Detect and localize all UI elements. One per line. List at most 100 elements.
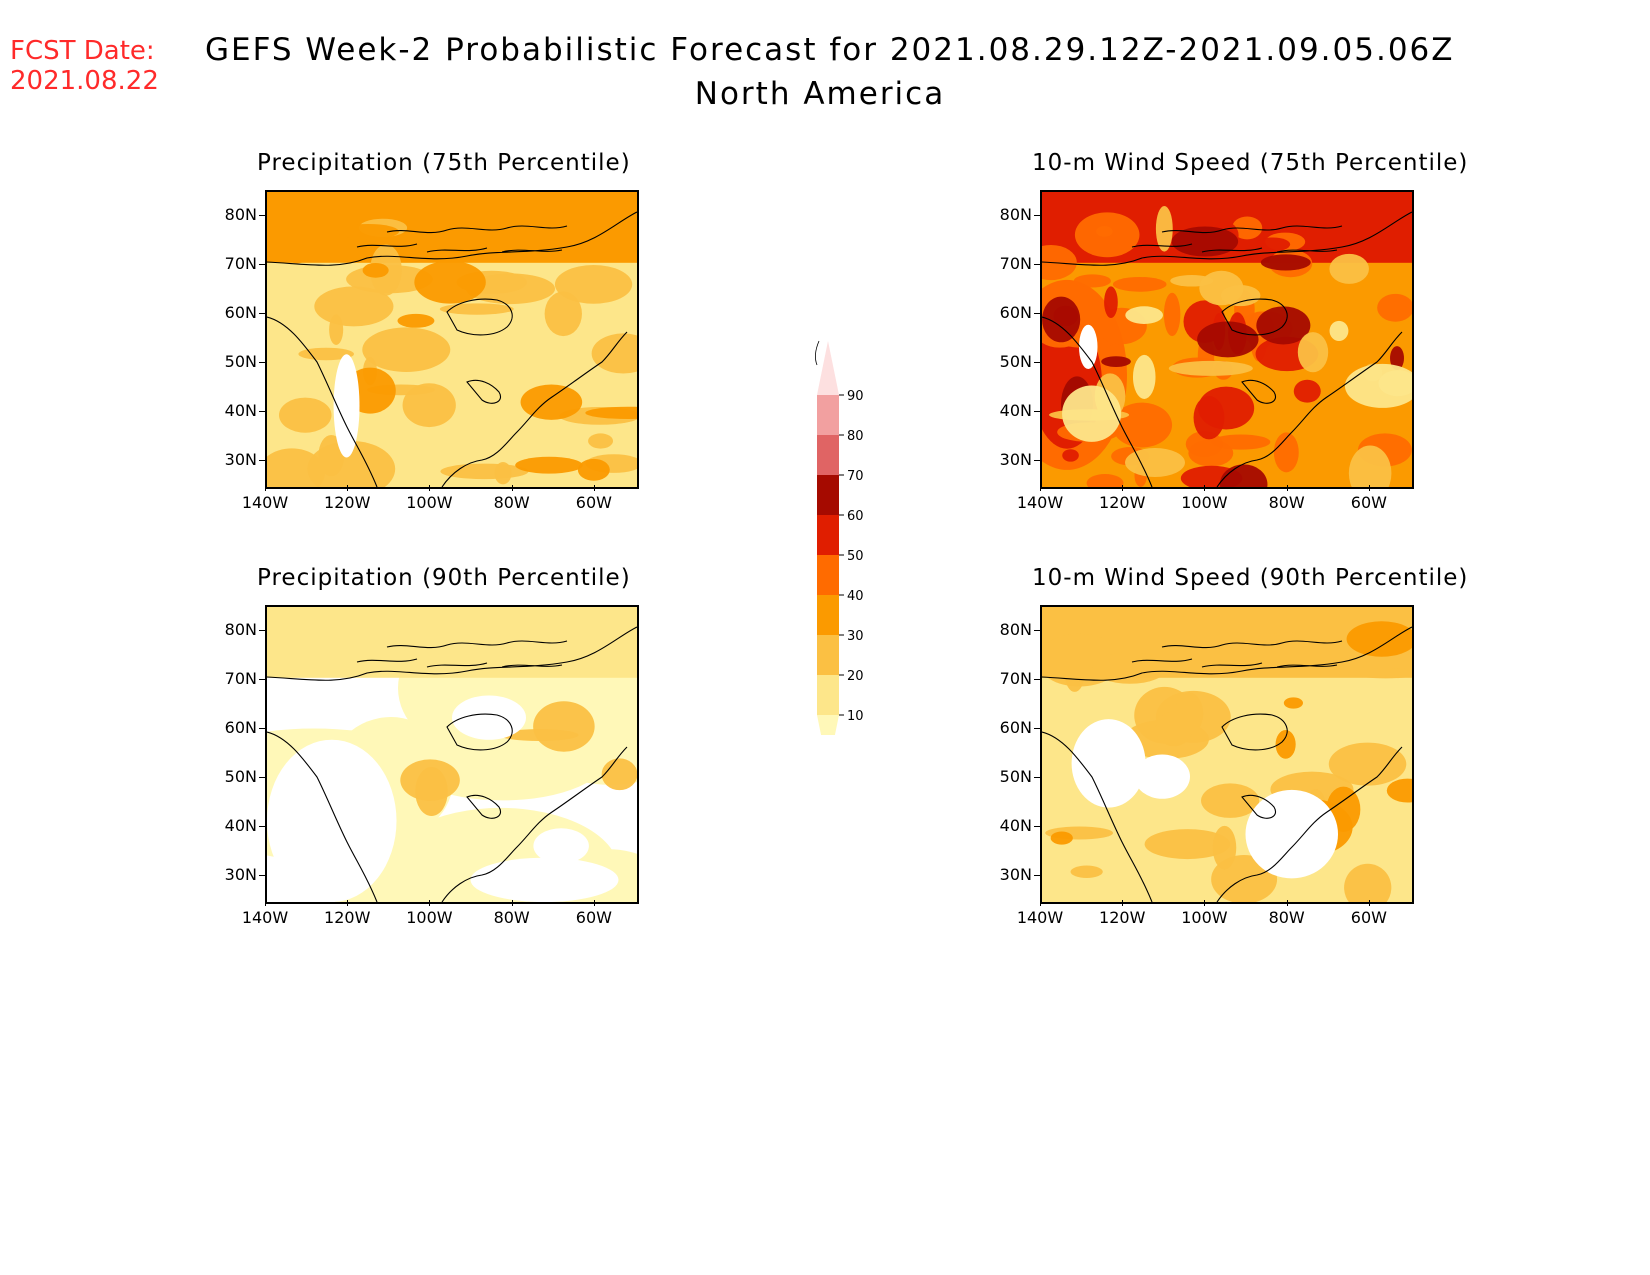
field-arctic-band (267, 192, 637, 263)
y-tick-label: 30N (224, 450, 257, 470)
y-tick-label: 70N (999, 253, 1032, 273)
field-patch (1086, 473, 1124, 487)
x-tick-label: 120W (324, 493, 371, 512)
y-tick (1034, 875, 1040, 877)
x-tick-label: 100W (1181, 908, 1228, 927)
field-patch (1163, 292, 1181, 337)
x-tick (593, 900, 595, 906)
colorbar-label: 60 (847, 509, 864, 524)
y-tick (1034, 263, 1040, 265)
field-patch (1042, 296, 1081, 343)
y-tick (1034, 362, 1040, 364)
x-tick (511, 900, 513, 906)
field-patch (1260, 254, 1311, 271)
field-patch (1283, 697, 1303, 709)
panel-title-wind-75: 10-m Wind Speed (75th Percentile) (1032, 150, 1469, 176)
field-patch (520, 384, 583, 420)
field-patch (329, 314, 344, 345)
field-patch (1096, 226, 1113, 237)
map-precip-75 (265, 190, 639, 489)
y-tick-label: 60N (999, 302, 1032, 322)
colorbar-swatch (817, 635, 839, 675)
field-patch (544, 291, 582, 337)
y-tick-label: 50N (224, 352, 257, 372)
field-patch (1198, 386, 1255, 430)
x-tick (1368, 485, 1370, 491)
field-patch (1328, 742, 1407, 786)
field-patch (1132, 354, 1156, 399)
field-patch (591, 333, 637, 374)
field-patch (577, 458, 610, 481)
y-tick-label: 80N (999, 204, 1032, 224)
field-patch (1134, 754, 1190, 799)
coastline (267, 211, 637, 487)
y-tick-label: 40N (999, 816, 1032, 836)
field-patch (1212, 825, 1237, 870)
colorbar-swatch (817, 675, 839, 715)
colorbar-swatch (817, 715, 839, 735)
field-patch (439, 303, 514, 315)
field-patch (1073, 274, 1111, 288)
field-patch (267, 739, 397, 902)
field-patch (1329, 320, 1349, 341)
x-tick-label: 100W (406, 908, 453, 927)
colorbar-label: 50 (847, 549, 864, 564)
panel-title-wind-90: 10-m Wind Speed (90th Percentile) (1032, 565, 1469, 591)
field-patch (1348, 445, 1392, 487)
forecast-date: FCST Date: 2021.08.22 (10, 36, 159, 96)
y-tick-label: 30N (999, 865, 1032, 885)
y-tick-label: 60N (224, 717, 257, 737)
x-tick-label: 120W (1099, 908, 1146, 927)
x-tick-label: 140W (241, 908, 289, 927)
colorbar-swatch (817, 395, 839, 435)
y-tick-label: 80N (224, 619, 257, 639)
field-patch (1042, 244, 1077, 281)
y-tick (1034, 214, 1040, 216)
field-patch (499, 729, 579, 741)
x-tick-label: 80W (1268, 493, 1305, 512)
y-tick (259, 263, 265, 265)
x-tick-label: 100W (406, 493, 453, 512)
x-tick-label: 120W (1099, 493, 1146, 512)
y-tick (259, 875, 265, 877)
y-tick (259, 678, 265, 680)
colorbar-label: 70 (847, 469, 864, 484)
x-tick-label: 60W (1350, 908, 1387, 927)
colorbar-label: 10 (847, 709, 864, 724)
x-tick (265, 485, 266, 491)
field-patch (402, 383, 456, 428)
y-tick (1034, 629, 1040, 631)
y-tick-label: 40N (224, 816, 257, 836)
colorbar-swatch (817, 435, 839, 475)
field-patch (1104, 286, 1118, 319)
field-patch (601, 758, 637, 791)
x-tick (1204, 900, 1206, 906)
y-tick (259, 460, 265, 462)
forecast-date-value: 2021.08.22 (10, 66, 159, 96)
field-patch (1346, 621, 1412, 657)
panel-wind-90: 10-m Wind Speed (90th Percentile) 30N 40N 5… (985, 565, 1545, 945)
y-tick-label: 70N (224, 668, 257, 688)
colorbar-swatch (817, 595, 839, 635)
field-patch (1293, 379, 1321, 403)
colorbar-label: 40 (847, 589, 864, 604)
field-patch (1255, 237, 1291, 252)
panel-title-precip-90: Precipitation (90th Percentile) (257, 565, 631, 591)
x-tick (1122, 485, 1124, 491)
y-tick (259, 312, 265, 314)
y-tick (1034, 727, 1040, 729)
y-tick-label: 50N (999, 352, 1032, 372)
x-tick (593, 485, 595, 491)
field-patch (1201, 783, 1260, 818)
y-tick-label: 70N (224, 253, 257, 273)
field-patch (414, 260, 486, 304)
field-patch (362, 262, 389, 278)
y-tick (259, 727, 265, 729)
field-patch (1344, 863, 1392, 902)
x-tick-label: 60W (1350, 493, 1387, 512)
x-tick (347, 485, 349, 491)
colorbar-label: 80 (847, 429, 864, 444)
x-tick-label: 100W (1181, 493, 1228, 512)
coastline (267, 626, 637, 902)
y-tick-label: 80N (224, 204, 257, 224)
